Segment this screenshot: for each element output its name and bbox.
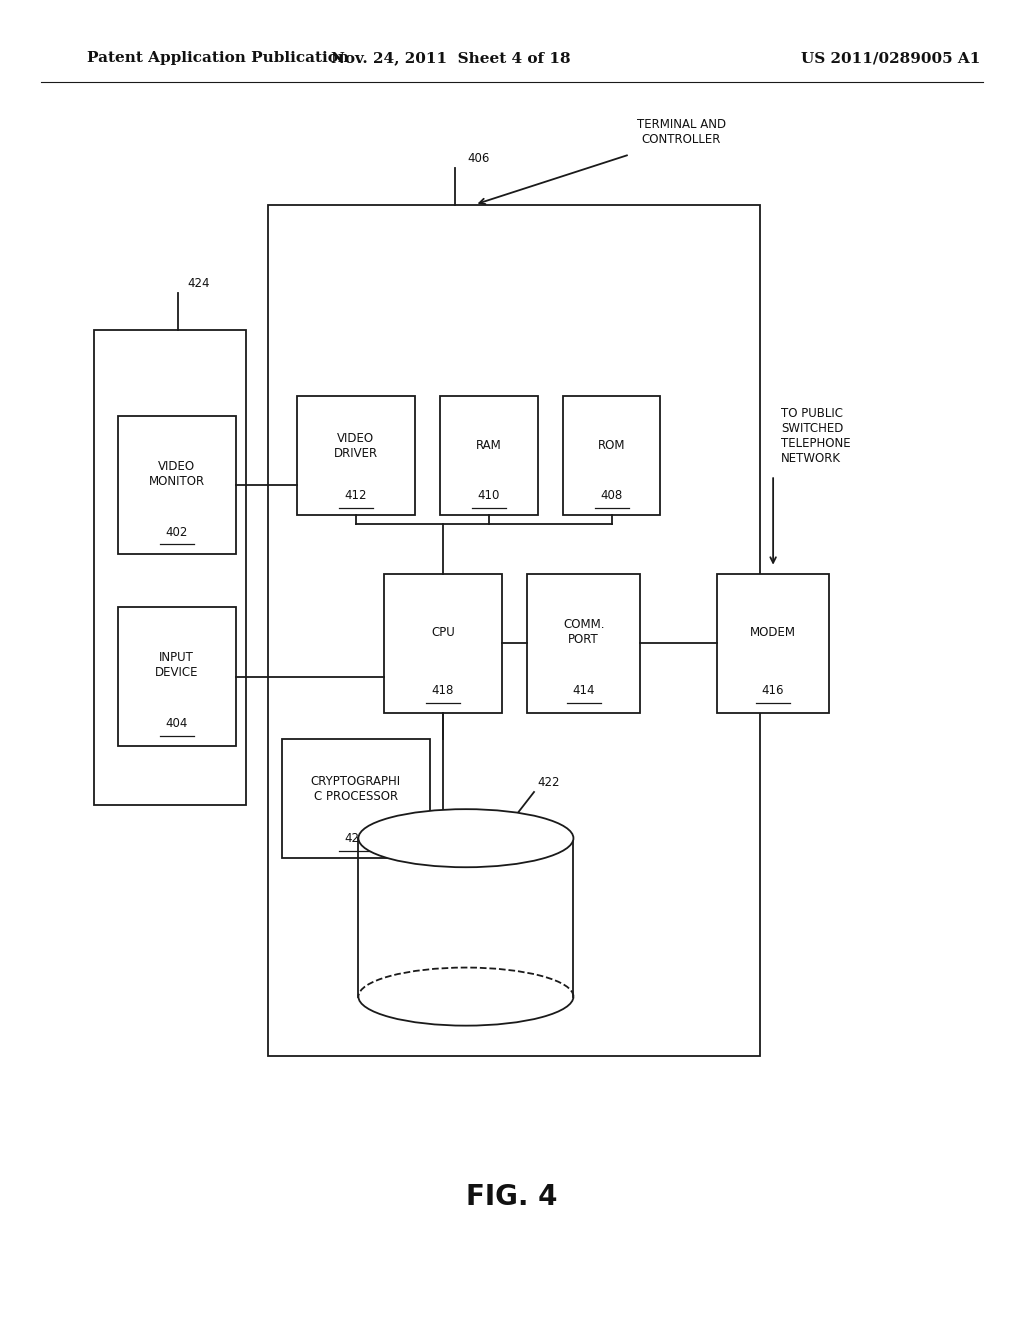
Text: 412: 412 (345, 490, 367, 503)
Text: MODEM: MODEM (751, 626, 796, 639)
Text: 402: 402 (166, 525, 187, 539)
Text: 410: 410 (478, 490, 500, 503)
Text: 406: 406 (467, 152, 489, 165)
Text: US 2011/0289005 A1: US 2011/0289005 A1 (801, 51, 981, 65)
Text: 408: 408 (601, 490, 623, 503)
Bar (94, 330, 246, 805)
Text: 424: 424 (187, 277, 210, 290)
Text: COMM.
PORT: COMM. PORT (563, 618, 604, 647)
Bar (527, 574, 640, 713)
Bar (118, 607, 236, 746)
Text: 418: 418 (432, 684, 454, 697)
Text: Patent Application Publication: Patent Application Publication (87, 51, 349, 65)
Text: ROM: ROM (598, 440, 626, 453)
Text: TERMINAL AND
CONTROLLER: TERMINAL AND CONTROLLER (637, 117, 726, 147)
Bar (268, 205, 760, 1056)
Bar (717, 574, 829, 713)
Text: VIDEO
DRIVER: VIDEO DRIVER (334, 432, 378, 459)
Text: INPUT
DEVICE: INPUT DEVICE (155, 651, 199, 680)
Text: RAM: RAM (476, 440, 502, 453)
Text: 420: 420 (345, 833, 367, 846)
Text: 404: 404 (166, 717, 187, 730)
Text: 422: 422 (538, 776, 559, 789)
Bar (563, 396, 660, 515)
Text: 414: 414 (572, 684, 595, 697)
Bar (118, 416, 236, 554)
Bar (297, 396, 415, 515)
Bar (440, 396, 538, 515)
Text: VIDEO
MONITOR: VIDEO MONITOR (148, 459, 205, 488)
Ellipse shape (358, 809, 573, 867)
Bar (384, 574, 502, 713)
Text: CRYPTOGRAPHI
C PROCESSOR: CRYPTOGRAPHI C PROCESSOR (310, 775, 401, 803)
Text: CPU: CPU (431, 626, 455, 639)
Text: Nov. 24, 2011  Sheet 4 of 18: Nov. 24, 2011 Sheet 4 of 18 (331, 51, 570, 65)
Text: 416: 416 (762, 684, 784, 697)
Text: FIG. 4: FIG. 4 (466, 1183, 558, 1212)
Bar (282, 739, 430, 858)
Text: TO PUBLIC
SWITCHED
TELEPHONE
NETWORK: TO PUBLIC SWITCHED TELEPHONE NETWORK (781, 407, 851, 465)
